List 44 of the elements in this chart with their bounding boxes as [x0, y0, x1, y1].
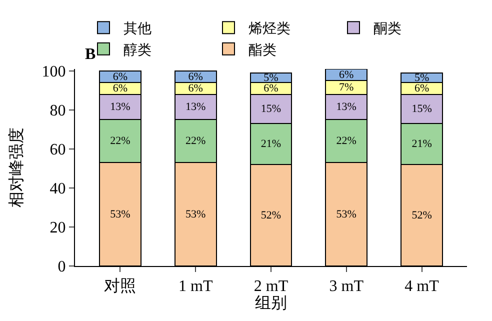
y-tick-label: 40	[50, 180, 66, 198]
data-label: 53%	[110, 208, 130, 220]
data-label: 13%	[336, 101, 356, 114]
data-label: 6%	[112, 82, 128, 95]
x-tick-label: 3 mT	[329, 278, 364, 296]
data-label: 53%	[186, 208, 206, 220]
y-axis-title: 相对峰强度	[8, 128, 26, 208]
data-label: 6%	[339, 68, 354, 81]
data-label: 6%	[112, 70, 128, 83]
text: B	[85, 46, 96, 63]
data-label: 6%	[414, 82, 430, 95]
y-tick-label: 20	[50, 220, 66, 237]
legend-label: 酮类	[374, 21, 402, 38]
y-tick-label: 80	[50, 102, 66, 120]
legend-label: 烯烃类	[248, 21, 290, 38]
data-label: 7%	[339, 82, 354, 94]
data-label: 52%	[412, 209, 432, 222]
x-axis-title: 组别	[255, 295, 287, 312]
data-label: 15%	[412, 102, 432, 115]
x-tick-label: 对照	[104, 277, 136, 296]
x-tick-label: 2 mT	[254, 278, 288, 296]
data-label: 6%	[188, 82, 203, 95]
data-label: 52%	[260, 209, 282, 222]
y-tick-label: 0	[58, 258, 66, 276]
y-tick-label: 100	[42, 64, 66, 81]
data-label: 21%	[412, 138, 432, 150]
data-label: 53%	[336, 208, 356, 220]
data-label: 6%	[188, 70, 203, 83]
data-label: 15%	[260, 102, 282, 115]
data-label: 5%	[264, 72, 278, 84]
x-tick-label: 4 mT	[404, 278, 440, 296]
data-label: 22%	[110, 135, 130, 148]
data-label: 21%	[260, 138, 282, 150]
data-label: 22%	[186, 135, 206, 148]
data-label: 6%	[264, 82, 278, 95]
data-label: 22%	[336, 135, 356, 148]
y-tick-label: 60	[50, 142, 66, 159]
legend-label: 酯类	[248, 42, 276, 58]
x-tick-label: 1 mT	[178, 278, 213, 296]
data-label: 5%	[414, 72, 430, 84]
data-label: 13%	[110, 101, 130, 114]
data-label: 13%	[186, 101, 206, 114]
legend-label: 其他	[124, 21, 152, 38]
legend-label: 醇类	[124, 42, 152, 58]
